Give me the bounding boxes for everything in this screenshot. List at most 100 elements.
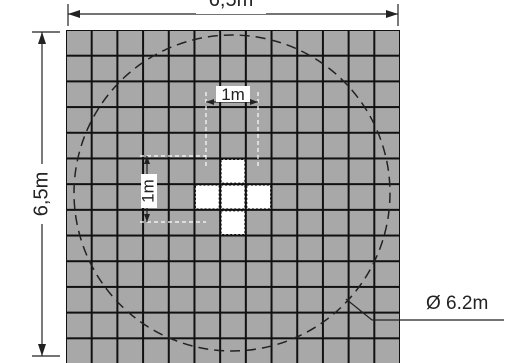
floor-tile [375, 56, 399, 81]
floor-tile [67, 56, 91, 81]
floor-tile [349, 262, 374, 286]
floor-tile [323, 108, 348, 132]
top-dimension-arrow-left [68, 10, 80, 18]
floor-tile [118, 108, 143, 132]
floor-tile [323, 185, 348, 209]
floor-tile [169, 210, 194, 235]
left-dimension-arrow-bottom [38, 344, 46, 356]
floor-tile [375, 108, 399, 132]
floor-tile [375, 262, 399, 286]
circle-callout: Ø 6.2m [345, 293, 504, 321]
floor-tile [118, 210, 143, 235]
floor-tile [144, 133, 168, 158]
floor-tile [169, 108, 194, 132]
inner-vertical-dimension: 1m [138, 155, 206, 223]
floor-tile [169, 159, 194, 184]
floor-tile [67, 31, 91, 55]
floor-tile [118, 262, 143, 286]
floor-tile [169, 56, 194, 81]
floor-tile [92, 185, 117, 209]
floor-tile [323, 210, 348, 235]
floor-tile [118, 236, 143, 261]
floor-tile [221, 262, 245, 286]
circle-diameter-label: Ø 6.2m [426, 293, 488, 314]
floor-tile [67, 262, 91, 286]
floor-tile [169, 339, 194, 363]
floor-tile [298, 262, 322, 286]
floor-tile [67, 339, 91, 363]
floor-tile [272, 210, 297, 235]
floor-tile [272, 313, 297, 338]
floor-tile [169, 82, 194, 107]
left-dimension-arrow-top [38, 32, 46, 44]
floor-tile [92, 236, 117, 261]
floor-tile [272, 262, 297, 286]
floor-tile [221, 313, 245, 338]
dashed-circle [73, 34, 391, 352]
removed-tile [246, 184, 272, 210]
floor-tile [144, 210, 168, 235]
floor-tile [195, 56, 220, 81]
floor-tile [246, 313, 271, 338]
floor-tile [375, 339, 399, 363]
floor-tile [67, 133, 91, 158]
floor-tile [375, 287, 399, 312]
floor-tile [144, 262, 168, 286]
floor-tile [144, 108, 168, 132]
floor-tile [144, 31, 168, 55]
floor-tile [375, 133, 399, 158]
floor-tile [118, 133, 143, 158]
floor-tile [118, 31, 143, 55]
floor-tile [144, 82, 168, 107]
floor-tile [195, 108, 220, 132]
floor-tile [221, 31, 245, 55]
floor-tile [67, 236, 91, 261]
inner-vertical-arrow-top [144, 156, 150, 164]
floor-tile [246, 236, 271, 261]
floor-tile [221, 108, 245, 132]
floor-tile [349, 56, 374, 81]
floor-tile [272, 56, 297, 81]
inner-vertical-arrow-bottom [144, 214, 150, 222]
floor-tile [323, 133, 348, 158]
floor-tile [221, 56, 245, 81]
callout-leader-line [345, 298, 373, 321]
removed-tile [220, 210, 246, 236]
floor-tile [349, 82, 374, 107]
floor-tile [195, 236, 220, 261]
floor-tile [246, 108, 271, 132]
floor-tile [67, 210, 91, 235]
floor-tile [92, 313, 117, 338]
floor-tile [92, 133, 117, 158]
floor-tile [323, 313, 348, 338]
floor-tile [246, 133, 271, 158]
floor-tile [92, 287, 117, 312]
floor-tile [195, 31, 220, 55]
floor-tile [298, 210, 322, 235]
floor-tile [246, 56, 271, 81]
floor-tile [195, 262, 220, 286]
floor-tile [298, 287, 322, 312]
floor-tile [195, 159, 220, 184]
floor-tile [246, 159, 271, 184]
floor-tile [272, 31, 297, 55]
floor-tile [323, 236, 348, 261]
tile-grid [66, 30, 400, 363]
floor-tile [92, 56, 117, 81]
inner-horizontal-dimension: 1m [205, 85, 259, 166]
removed-tile [220, 158, 246, 184]
top-dimension: 6,5m [67, 0, 399, 26]
floor-tile [375, 236, 399, 261]
floor-tile [195, 313, 220, 338]
inner-vertical-label: 1m [138, 179, 157, 203]
floor-tile [349, 339, 374, 363]
floor-tile [375, 210, 399, 235]
floor-tile [298, 339, 322, 363]
floor-tile [169, 287, 194, 312]
floor-tile [144, 313, 168, 338]
floor-tile [144, 236, 168, 261]
floor-tile [92, 159, 117, 184]
left-height-label: 6,5m [30, 172, 52, 216]
floor-tile [349, 133, 374, 158]
